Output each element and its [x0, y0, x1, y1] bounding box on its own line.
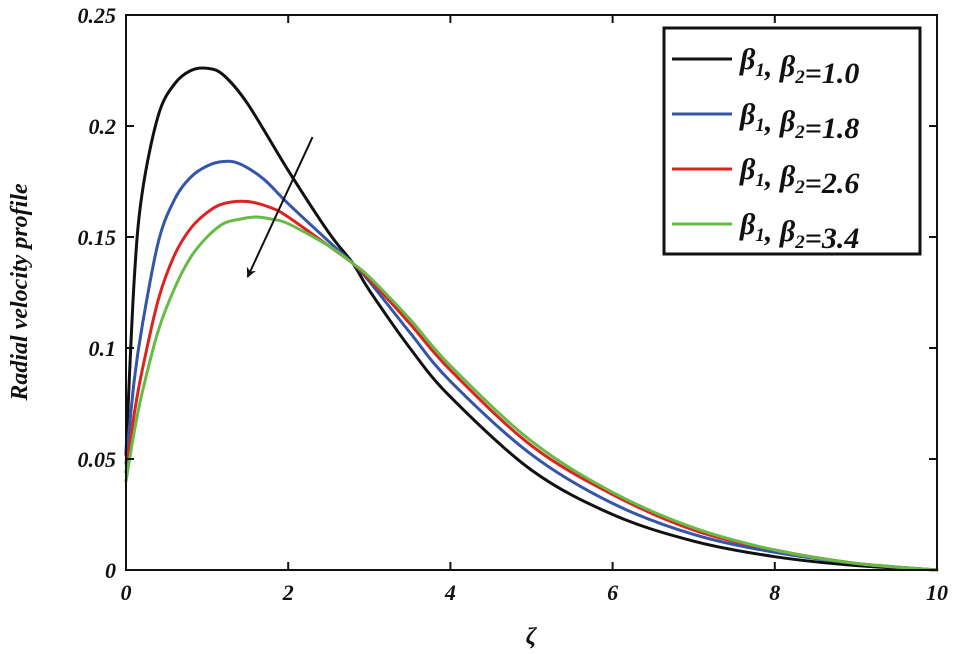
y-tick-label: 0.1	[89, 336, 117, 361]
y-tick-label: 0	[105, 558, 116, 583]
x-tick-label: 6	[607, 580, 618, 605]
legend-label: β1, β2=1.0	[739, 43, 859, 90]
series-line-4	[124, 215, 939, 572]
x-tick-label: 4	[444, 580, 456, 605]
y-tick-label: 0.05	[78, 447, 117, 472]
legend-label: β1, β2=1.8	[739, 98, 859, 145]
axis-ticks: 0 2 4 6 8 10 0 0.05 0.1 0.15 0.2 0.25	[78, 3, 949, 605]
x-tick-label: 10	[926, 580, 948, 605]
series-line-1	[124, 66, 939, 572]
x-tick-label: 2	[282, 580, 294, 605]
legend-label: β1, β2=2.6	[739, 153, 859, 200]
annotations	[246, 136, 314, 278]
series-line-3	[124, 199, 939, 572]
x-axis-label: ζ	[526, 624, 538, 650]
legend-box	[662, 26, 922, 256]
x-tick-label: 0	[121, 580, 132, 605]
y-tick-label: 0.25	[78, 3, 117, 28]
legend-label: β1, β2=3.4	[739, 208, 859, 255]
trend-arrow	[246, 136, 314, 278]
series-line-2	[124, 159, 939, 572]
legend: β1, β2=1.0 β1, β2=1.8 β1, β2=2.6 β1, β2=3.4	[662, 26, 922, 256]
plot-frame	[125, 14, 938, 571]
y-tick-label: 0.15	[78, 225, 117, 250]
y-tick-label: 0.2	[89, 114, 117, 139]
x-tick-label: 8	[769, 580, 780, 605]
plot-lines	[124, 66, 939, 572]
y-axis-label: Radial velocity profile	[7, 183, 33, 402]
